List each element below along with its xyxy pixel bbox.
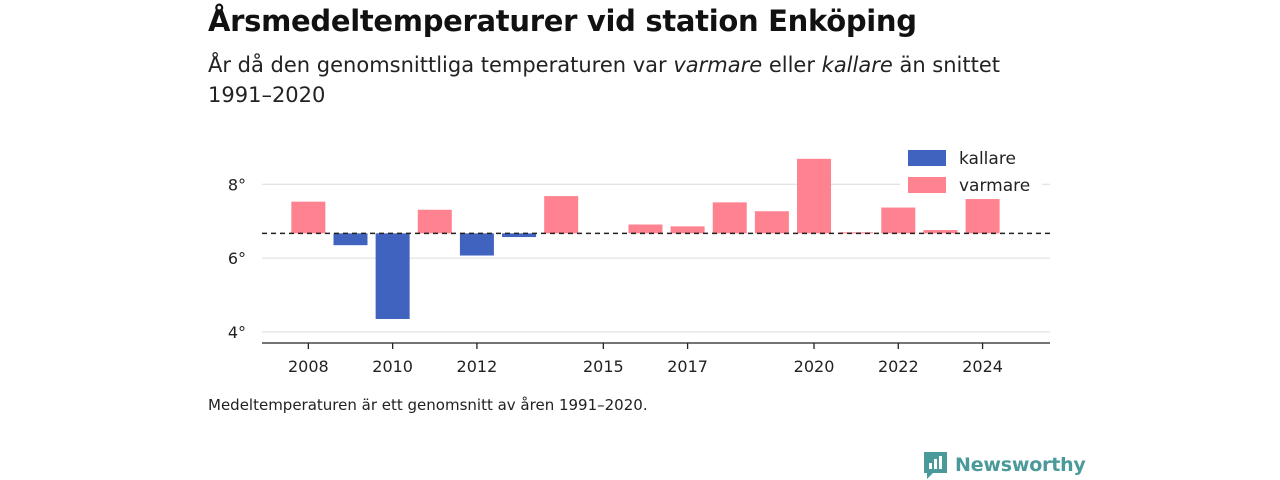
subtitle-part-2: eller	[762, 53, 822, 77]
bar-2024	[965, 199, 1000, 234]
footnote: Medeltemperaturen är ett genomsnitt av å…	[208, 396, 648, 414]
legend-label-warmer: varmare	[959, 176, 1030, 196]
newsworthy-logo-icon	[924, 452, 947, 479]
subtitle-colder: kallare	[821, 53, 893, 77]
brand-name: Newsworthy	[955, 454, 1086, 476]
x-tick-label: 2022	[878, 357, 919, 376]
x-tick-label: 2024	[962, 357, 1003, 376]
x-tick-label: 2010	[372, 357, 413, 376]
x-axis-ticks: 2008 2010 2012 2015 2017 2020 2022 2024	[288, 343, 1003, 376]
bar-2011	[417, 209, 452, 234]
x-tick-label: 2012	[457, 357, 498, 376]
x-tick-label: 2008	[288, 357, 329, 376]
bar-2013	[502, 233, 537, 238]
bar-2012	[459, 233, 494, 256]
subtitle-part-1: År då den genomsnittliga temperaturen va…	[208, 53, 674, 77]
bar-2010	[375, 233, 410, 320]
bar-2016	[628, 224, 663, 234]
brand-logo[interactable]: Newsworthy	[922, 450, 1086, 480]
bars	[291, 158, 1000, 320]
legend-swatch-warmer	[908, 177, 946, 193]
bar-2014	[544, 196, 579, 234]
subtitle-warmer: varmare	[673, 53, 763, 77]
legend: kallare varmare	[900, 142, 1042, 198]
legend-label-colder: kallare	[959, 149, 1016, 169]
x-tick-label: 2015	[583, 357, 624, 376]
y-tick-label: 4°	[228, 323, 246, 342]
bar-2019	[754, 211, 789, 234]
bar-2018	[712, 202, 747, 234]
subtitle-part-3: än snittet 1991–2020	[208, 53, 1001, 107]
y-tick-label: 8°	[228, 175, 246, 194]
bar-2020	[797, 158, 832, 234]
chart-title: Årsmedeltemperaturer vid station Enköpin…	[208, 4, 917, 38]
x-tick-label: 2020	[794, 357, 835, 376]
y-tick-label: 6°	[228, 249, 246, 268]
bar-2022	[881, 207, 916, 234]
bar-2008	[291, 201, 326, 234]
y-axis-ticks: 4° 6° 8°	[228, 175, 246, 342]
bar-2023	[923, 230, 958, 234]
bar-2009	[333, 233, 368, 246]
bar-2017	[670, 226, 705, 234]
chart-subtitle: År då den genomsnittliga temperaturen va…	[208, 50, 1028, 110]
legend-swatch-colder	[908, 150, 946, 166]
x-tick-label: 2017	[667, 357, 708, 376]
